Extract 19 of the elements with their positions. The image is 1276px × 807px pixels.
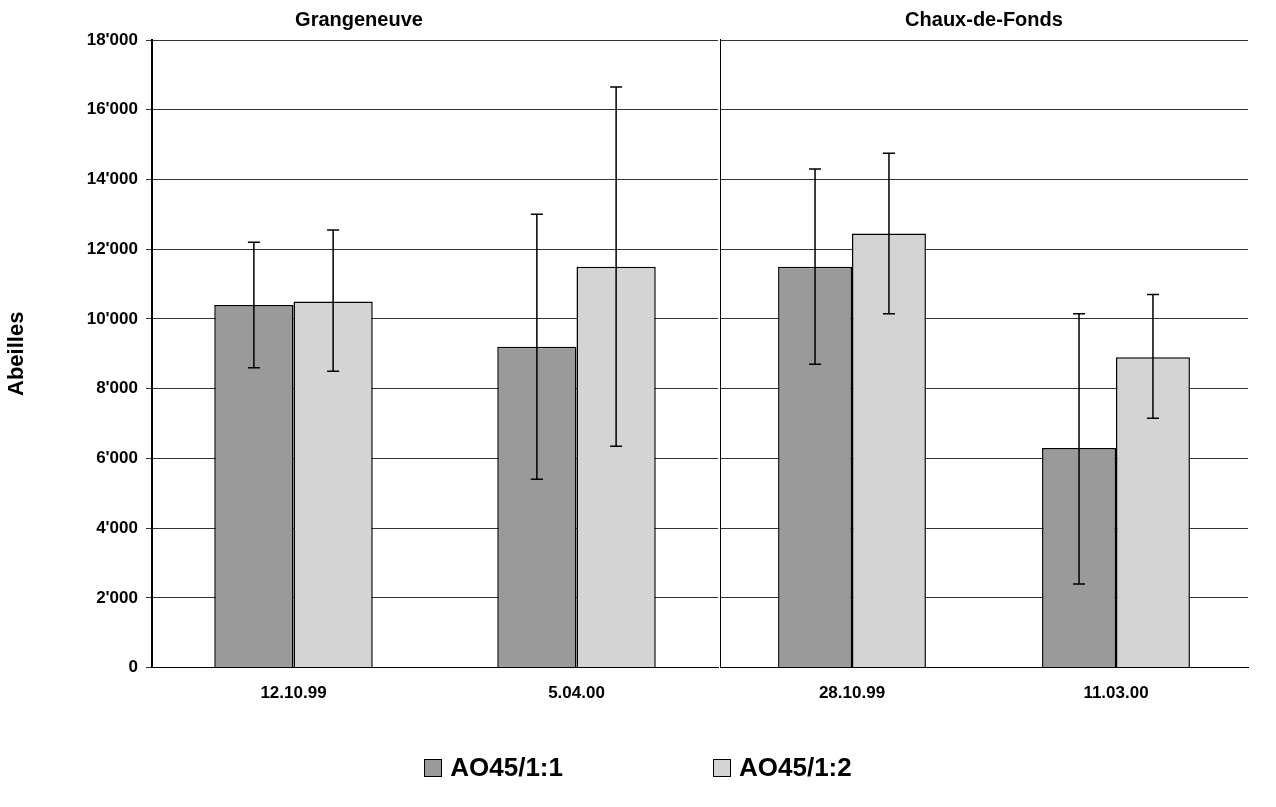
y-tick-label: 2'000 xyxy=(96,587,138,607)
chart-title: Grangeneuve xyxy=(295,7,423,30)
y-tick-label: 12'000 xyxy=(86,238,138,258)
y-tick-label: 4'000 xyxy=(96,517,138,537)
x-tick-label: 5.04.00 xyxy=(548,683,605,703)
chart-title: Chaux-de-Fonds xyxy=(905,7,1063,30)
y-axis-title: Abeilles xyxy=(3,311,29,396)
y-tick-label: 0 xyxy=(128,657,138,677)
legend-label: AO45/1:1 xyxy=(450,752,563,783)
y-tick-label: 10'000 xyxy=(86,308,138,328)
y-tick-label: 6'000 xyxy=(96,448,138,468)
legend-label: AO45/1:2 xyxy=(739,752,852,783)
x-tick-label: 28.10.99 xyxy=(818,683,886,703)
y-tick-label: 14'000 xyxy=(86,169,138,189)
x-tick-label: 11.03.00 xyxy=(1083,683,1149,703)
y-tick-label: 16'000 xyxy=(86,99,138,119)
x-tick-label: 12.10.99 xyxy=(260,683,327,703)
y-tick-label: 8'000 xyxy=(96,378,138,398)
y-tick-label: 18'000 xyxy=(86,29,138,49)
